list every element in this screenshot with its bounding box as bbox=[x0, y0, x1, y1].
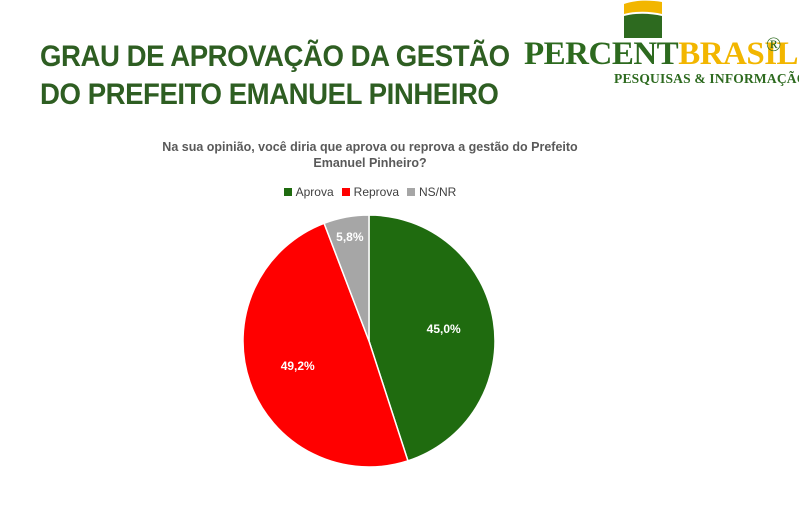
legend-swatch bbox=[341, 188, 350, 196]
chart-title: Na sua opinião, você diria que aprova ou… bbox=[162, 140, 578, 170]
chart-legend: Aprova Reprova NS/NR bbox=[0, 185, 740, 199]
pie-slice-reprova bbox=[242, 222, 409, 468]
logo-wordmark: PERCENTBRASIL bbox=[524, 36, 799, 73]
data-label-aprova: 45,0% bbox=[427, 322, 461, 336]
logo-registered-mark: ® bbox=[766, 34, 782, 56]
legend-label: Aprova bbox=[295, 185, 334, 199]
legend-swatch bbox=[407, 188, 416, 196]
legend-item-reprova: Reprova bbox=[341, 185, 400, 199]
pie-slice-ns-nr bbox=[323, 214, 370, 342]
legend-label: Reprova bbox=[353, 185, 400, 199]
headline-line-2: DO PREFEITO EMANUEL PINHEIRO bbox=[40, 78, 499, 111]
logo-tagline: PESQUISAS & INFORMAÇÃO bbox=[614, 71, 799, 86]
legend-swatch bbox=[283, 188, 292, 196]
percentbrasil-logo: PERCENTBRASIL ® PESQUISAS & INFORMAÇÃO bbox=[520, 0, 799, 100]
pie-slice-aprova bbox=[368, 214, 496, 462]
logo-leaf-mark bbox=[624, 0, 662, 38]
headline: GRAU DE APROVAÇÃO DA GESTÃO DO PREFEITO … bbox=[40, 38, 510, 114]
headline-line-1: GRAU DE APROVAÇÃO DA GESTÃO bbox=[40, 40, 510, 73]
legend-item-aprova: Aprova bbox=[283, 185, 334, 199]
logo-word-percent: PERCENT bbox=[524, 36, 679, 72]
legend-label: NS/NR bbox=[419, 185, 457, 199]
data-label-ns-nr: 5,8% bbox=[336, 230, 364, 244]
data-label-reprova: 49,2% bbox=[281, 359, 315, 373]
legend-item-ns-nr: NS/NR bbox=[407, 185, 456, 199]
logo-word-brasil: BRASIL bbox=[678, 36, 799, 72]
